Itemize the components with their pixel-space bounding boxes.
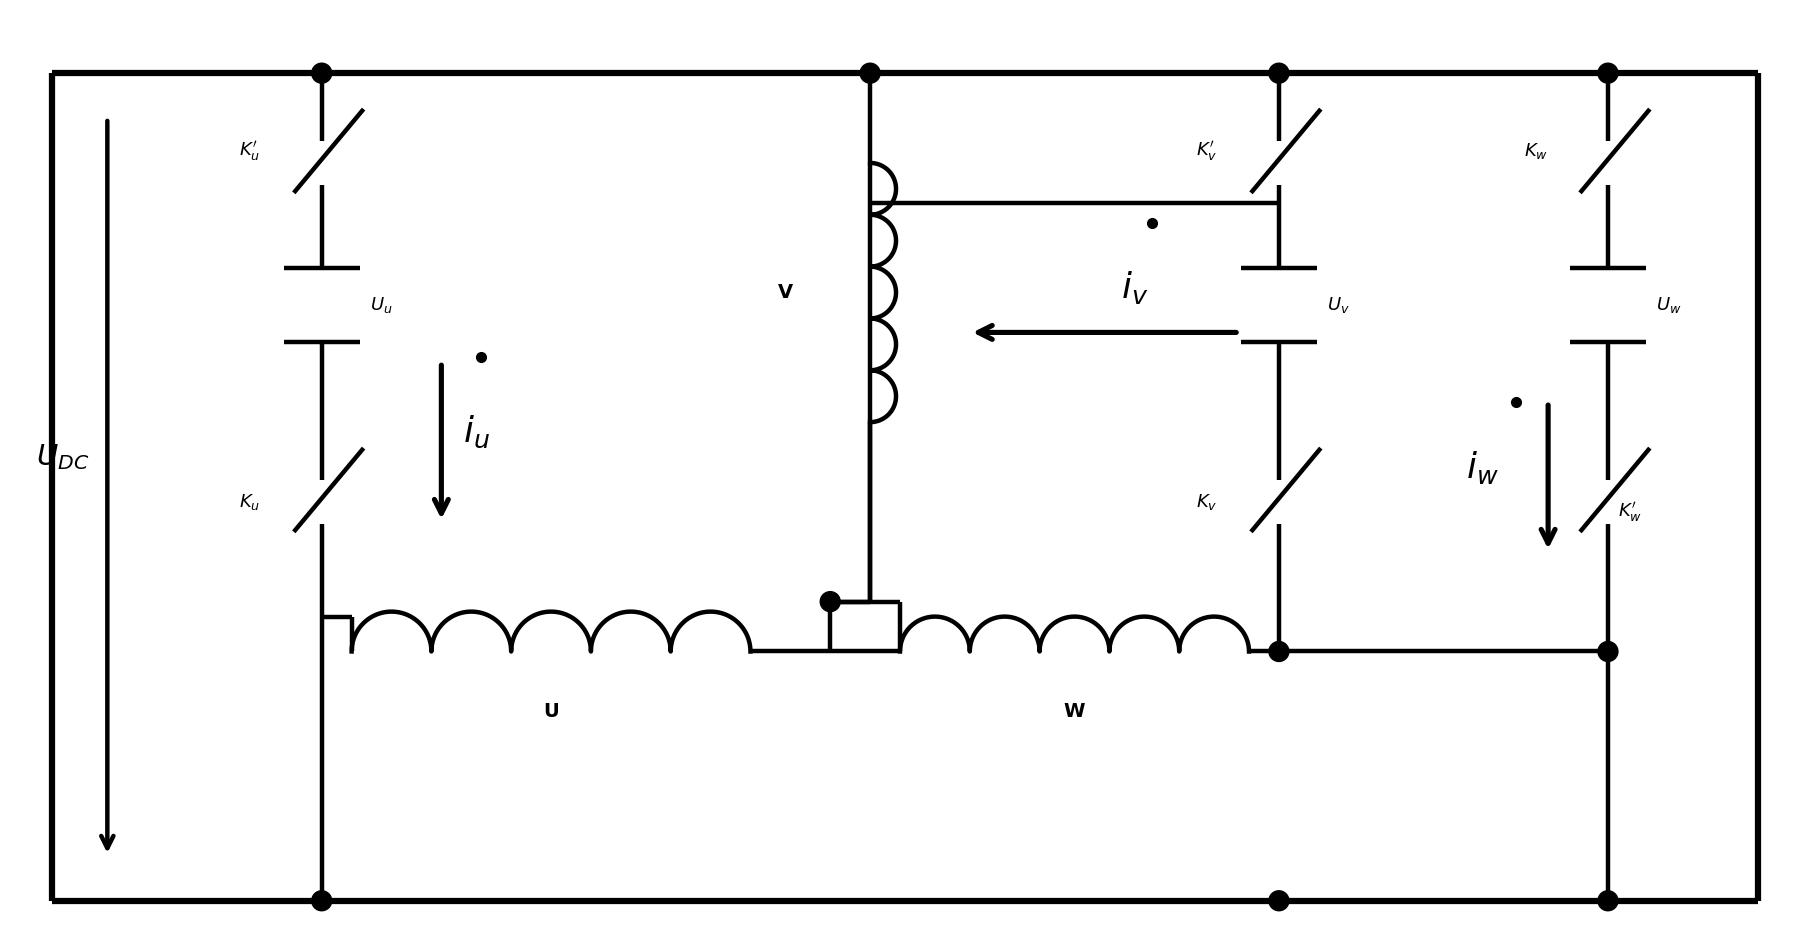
Circle shape xyxy=(1598,63,1618,83)
Text: $K_v^{\prime}$: $K_v^{\prime}$ xyxy=(1196,139,1218,163)
Circle shape xyxy=(312,63,332,83)
Text: $U_u$: $U_u$ xyxy=(370,295,391,315)
Circle shape xyxy=(1268,891,1288,911)
Circle shape xyxy=(312,891,332,911)
Text: $U_w$: $U_w$ xyxy=(1656,295,1682,315)
Circle shape xyxy=(1268,63,1288,83)
Text: $K_u$: $K_u$ xyxy=(239,492,261,512)
Text: $U_v$: $U_v$ xyxy=(1326,295,1350,315)
Text: $U_{DC}$: $U_{DC}$ xyxy=(36,442,89,472)
Circle shape xyxy=(1598,891,1618,911)
Text: V: V xyxy=(777,283,794,302)
Circle shape xyxy=(1598,642,1618,662)
Text: U: U xyxy=(544,702,558,721)
Circle shape xyxy=(821,591,841,611)
Text: $i_v$: $i_v$ xyxy=(1120,269,1149,306)
Text: $K_v$: $K_v$ xyxy=(1196,492,1218,512)
Text: $K_w$: $K_w$ xyxy=(1524,141,1547,161)
Circle shape xyxy=(861,63,881,83)
Circle shape xyxy=(1268,642,1288,662)
Text: $i_u$: $i_u$ xyxy=(464,414,491,450)
Text: W: W xyxy=(1064,702,1085,721)
Text: $i_w$: $i_w$ xyxy=(1466,448,1499,486)
Text: $K_w^{\prime}$: $K_w^{\prime}$ xyxy=(1618,500,1642,524)
Text: $K_u^{\prime}$: $K_u^{\prime}$ xyxy=(239,139,261,163)
